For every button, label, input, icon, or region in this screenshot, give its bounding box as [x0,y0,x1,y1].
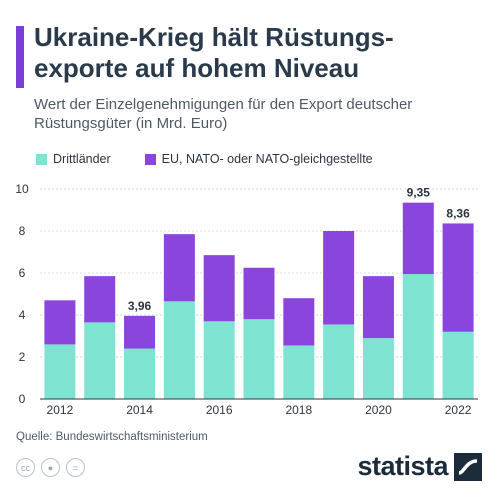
title-accent-bar [16,26,24,88]
x-tick-label: 2016 [206,403,233,417]
creative-commons-icon[interactable]: cc [16,458,35,477]
title-line-2: exporte auf hohem Niveau [34,53,360,83]
subtitle-line-1: Wert der Einzelgenehmigungen für den Exp… [34,96,413,113]
bar-segment-drittlaender [323,324,355,399]
bar-segment-drittlaender [124,348,156,399]
bar-segment-eu-nato [442,223,474,332]
x-tick-label: 2018 [285,403,312,417]
y-tick-label: 4 [19,308,26,322]
bar-segment-eu-nato [44,300,76,345]
y-tick-label: 8 [19,224,26,238]
bar-segment-eu-nato [323,231,355,325]
brand-name: statista [357,451,448,481]
legend-swatch-eu-nato [144,153,156,165]
bar-segment-eu-nato [84,276,116,323]
total-data-label: 9,35 [407,186,431,200]
stacked-bar-chart: 0 2 4 6 8 10 2012 3,96 2014 2016 2018 2020 9,35 8,36 2… [15,182,478,417]
bar-segment-drittlaender [283,345,315,399]
legend: Drittländer EU, NATO- oder NATO-gleichge… [36,152,373,166]
chart-subtitle: Wert der Einzelgenehmigungen für den Exp… [34,95,484,133]
y-tick-label: 0 [19,392,26,406]
total-data-label: 3,96 [128,299,152,313]
statista-mark-icon [454,452,482,481]
x-tick-label: 2020 [365,403,392,417]
bar-segment-drittlaender [163,301,195,399]
x-tick-label: 2014 [126,403,153,417]
bar-segment-drittlaender [44,344,76,399]
bar-segment-drittlaender [84,322,116,399]
bar-segment-eu-nato [203,255,235,322]
no-derivatives-icon[interactable]: = [66,458,85,477]
subtitle-line-2: Rüstungsgüter (in Mrd. Euro) [34,115,228,132]
bar-segment-eu-nato [283,298,315,346]
legend-item-eu-nato: EU, NATO- oder NATO-gleichgestellte [144,152,373,166]
bar-segment-drittlaender [243,319,275,399]
total-data-label: 8,36 [446,206,470,220]
bar-segment-drittlaender [362,338,394,399]
legend-label-eu-nato: EU, NATO- oder NATO-gleichgestellte [161,152,373,166]
y-tick-label: 2 [19,350,26,364]
source-note: Quelle: Bundeswirtschaftsministerium [16,431,208,443]
legend-item-drittlaender: Drittländer [36,152,111,166]
bar-segment-eu-nato [402,202,434,275]
bar-segment-drittlaender [203,321,235,399]
bar-segment-drittlaender [442,331,474,399]
statista-logo[interactable]: statista [357,451,482,482]
bar-segment-eu-nato [243,267,275,320]
bar-segment-eu-nato [163,234,195,302]
bar-segment-eu-nato [362,276,394,339]
attribution-icon[interactable]: ● [41,458,60,477]
license-icons: cc ● = [16,458,85,477]
bar-segment-eu-nato [124,315,156,349]
bar-segment-drittlaender [402,274,434,399]
x-tick-label: 2012 [47,403,74,417]
x-tick-label: 2022 [445,403,472,417]
title-line-1: Ukraine-Krieg hält Rüstungs- [34,22,394,52]
y-tick-label: 10 [15,182,29,196]
y-tick-label: 6 [19,266,26,280]
legend-label-drittlaender: Drittländer [53,152,111,166]
chart-title: Ukraine-Krieg hält Rüstungs- exporte auf… [34,22,484,84]
legend-swatch-drittlaender [36,153,47,165]
